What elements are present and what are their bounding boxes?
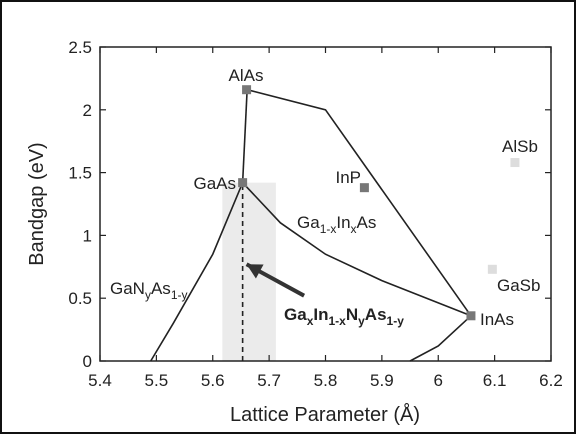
x-tick-label: 5.5 bbox=[145, 371, 169, 390]
y-tick-label: 1.5 bbox=[68, 164, 92, 183]
arrow-head bbox=[246, 264, 264, 279]
curve-alas-gaas bbox=[241, 89, 248, 183]
x-tick-label: 5.8 bbox=[314, 371, 338, 390]
curve-inas-lower bbox=[409, 315, 472, 362]
point-gasb bbox=[487, 264, 497, 274]
x-tick-label: 6.2 bbox=[539, 371, 563, 390]
curve-ganyas1-y bbox=[150, 182, 244, 362]
label-ganas-curve: GaNyAs1-y bbox=[110, 279, 187, 302]
point-alas bbox=[242, 85, 252, 95]
shaded-region bbox=[222, 182, 276, 361]
y-tick-label: 1 bbox=[83, 226, 92, 245]
point-inas bbox=[466, 311, 476, 321]
curve-alas-inas bbox=[246, 88, 472, 317]
label-alas: AlAs bbox=[229, 66, 264, 85]
x-tick-label: 6.1 bbox=[483, 371, 507, 390]
label-alsb: AlSb bbox=[502, 137, 538, 156]
y-tick-label: 0.5 bbox=[68, 289, 92, 308]
curve-ga1-xinxas bbox=[242, 182, 472, 317]
label-gainnas: GaxIn1-xNyAs1-y bbox=[284, 305, 404, 328]
label-inp: InP bbox=[335, 168, 361, 187]
point-alsb bbox=[510, 158, 520, 168]
x-tick-label: 6 bbox=[434, 371, 443, 390]
label-inas: InAs bbox=[480, 310, 514, 329]
point-inp bbox=[359, 183, 369, 193]
x-tick-label: 5.6 bbox=[201, 371, 225, 390]
point-gaas bbox=[238, 178, 248, 188]
x-tick-label: 5.9 bbox=[370, 371, 394, 390]
y-tick-label: 2 bbox=[83, 101, 92, 120]
x-axis-title: Lattice Parameter (Å) bbox=[230, 403, 420, 426]
x-tick-label: 5.7 bbox=[257, 371, 281, 390]
y-tick-label: 2.5 bbox=[68, 38, 92, 57]
y-axis-title: Bandgap (eV) bbox=[26, 142, 48, 265]
x-tick-label: 5.4 bbox=[88, 371, 112, 390]
label-gasb: GaSb bbox=[497, 276, 540, 295]
label-gainas-curve: Ga1-xInxAs bbox=[297, 213, 376, 236]
label-gaas: GaAs bbox=[193, 174, 236, 193]
y-tick-label: 0 bbox=[83, 352, 92, 371]
